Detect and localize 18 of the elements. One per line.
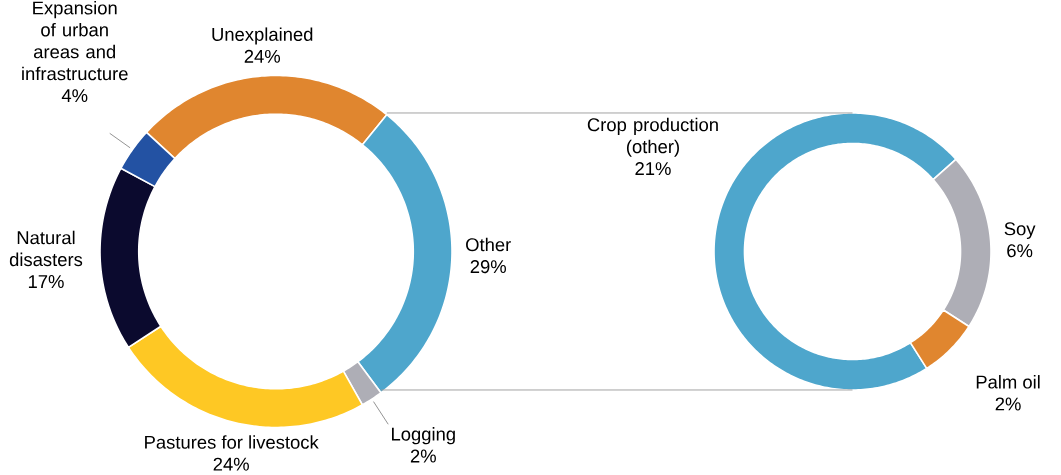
slice-label: Logging: [392, 427, 455, 445]
slice-label: Palm oil: [976, 375, 1040, 389]
data-label: 6%: [1007, 244, 1033, 258]
data-label: 24%: [244, 49, 281, 63]
data-label: 24%: [213, 457, 249, 471]
slice-label: Unexplained: [212, 27, 313, 45]
slice-label: Expansion of urban areas and infrastructure: [22, 0, 128, 81]
slice-label: Crop production (other): [587, 117, 718, 157]
data-label: 21%: [635, 162, 671, 176]
data-label: 17%: [28, 275, 64, 289]
slice-label: Soy: [1004, 222, 1036, 239]
data-label: 29%: [470, 260, 506, 274]
data-label: 2%: [410, 449, 436, 463]
data-label: 4%: [61, 89, 88, 103]
slice-label: Pastures for livestock: [145, 435, 319, 449]
slice-label: Other: [466, 237, 511, 252]
data-label: 2%: [995, 397, 1021, 411]
slice-label: Natural disasters: [9, 230, 83, 267]
